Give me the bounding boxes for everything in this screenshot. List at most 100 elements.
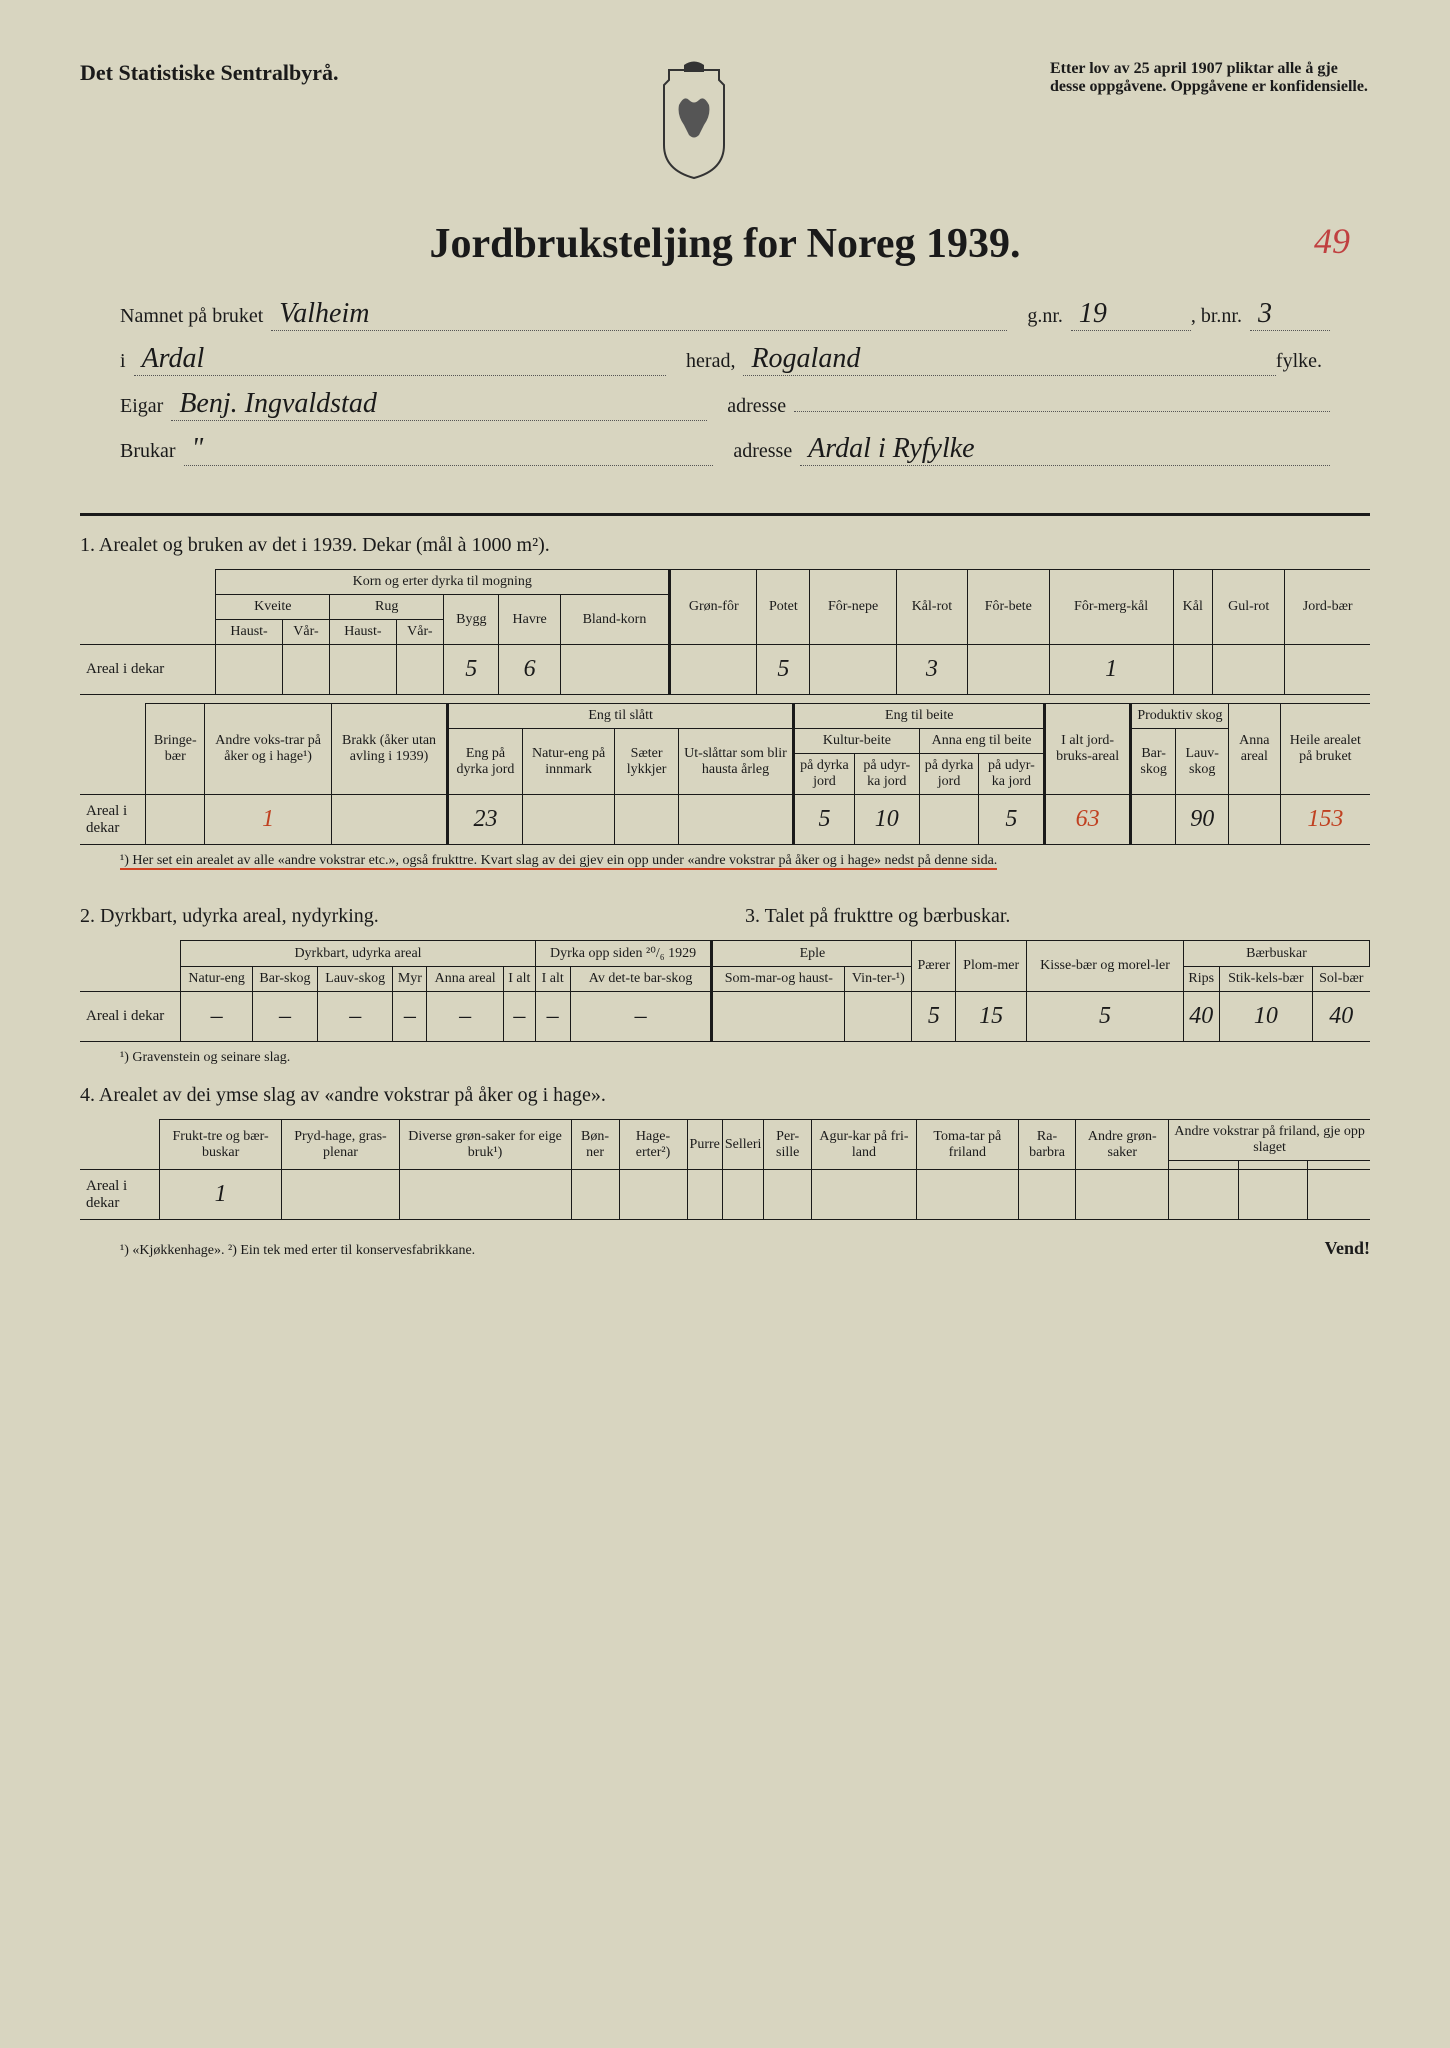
cell-s2-barskog: – — [252, 992, 317, 1042]
cell-andre-vok: 1 — [205, 795, 332, 845]
th-s2-barskog: Bar-skog — [252, 967, 317, 992]
th-andre-friland: Andre vokstrar på friland, gje opp slage… — [1169, 1120, 1370, 1161]
th-tomatar: Toma-tar på friland — [916, 1120, 1018, 1170]
th-heile: Heile arealet på bruket — [1280, 704, 1370, 795]
herad-value: Rogaland — [743, 343, 1275, 376]
th-var1: Vår- — [282, 620, 330, 645]
vend-text: Vend! — [1325, 1238, 1370, 1259]
th-eng-slatt: Eng til slått — [448, 704, 794, 729]
table-1b: Bringe-bær Andre voks-trar på åker og i … — [80, 703, 1370, 845]
th-potet: Potet — [757, 570, 810, 645]
cell-parer: 5 — [912, 992, 956, 1042]
cell-anna-udyrka: 5 — [979, 795, 1045, 845]
th-s2-ialt: I alt — [504, 967, 536, 992]
cell-stikkels: 10 — [1219, 992, 1313, 1042]
page-title: Jordbruksteljing for Noreg 1939. — [80, 220, 1370, 268]
cell-formergkal: 1 — [1049, 645, 1173, 695]
cell-s2-myr: – — [393, 992, 427, 1042]
th-lauvskog: Lauv-skog — [1176, 729, 1229, 795]
cell-bygg: 5 — [444, 645, 499, 695]
cell-s2-anna: – — [427, 992, 504, 1042]
law-text: Etter lov av 25 april 1907 pliktar alle … — [1050, 60, 1370, 96]
th-s2-lauvskog: Lauv-skog — [318, 967, 393, 992]
th-blandkorn: Bland-korn — [560, 595, 669, 645]
row-label-1b: Areal i dekar — [80, 795, 146, 845]
th-korn: Korn og erter dyrka til mogning — [216, 570, 670, 595]
eigar-value: Benj. Ingvaldstad — [171, 388, 707, 421]
cell-havre: 6 — [499, 645, 560, 695]
th-rabarbra: Ra-barbra — [1018, 1120, 1076, 1170]
th-s2-natureng: Natur-eng — [181, 967, 252, 992]
th-prydhage: Pryd-hage, gras-plenar — [282, 1120, 399, 1170]
bruket-label: Namnet på bruket — [120, 305, 263, 328]
row-label-1a: Areal i dekar — [80, 645, 216, 695]
th-sater: Sæter lykkjer — [615, 729, 679, 795]
row-label-4: Areal i dekar — [80, 1170, 159, 1220]
th-rug: Rug — [330, 595, 444, 620]
th-ialt-jord: I alt jord-bruks-areal — [1045, 704, 1131, 795]
footnote-1: ¹) Her set ein arealet av alle «andre vo… — [120, 853, 1370, 869]
cell-s2-lauvskog: – — [318, 992, 393, 1042]
th-solbar: Sol-bær — [1313, 967, 1370, 992]
th-bringebar: Bringe-bær — [146, 704, 205, 795]
form-fields: Namnet på bruket Valheim g.nr. 19 , br.n… — [80, 298, 1370, 498]
cell-s2-natureng: – — [181, 992, 252, 1042]
th-hageerter: Hage-erter²) — [619, 1120, 687, 1170]
herad-label: herad, — [686, 350, 735, 373]
table-row: Areal i dekar – – – – – – – – 5 15 5 40 … — [80, 992, 1370, 1042]
cell-s2-avdette: – — [570, 992, 712, 1042]
th-natureng: Natur-eng på innmark — [522, 729, 615, 795]
th-kisse: Kisse-bær og morel-ler — [1027, 941, 1184, 992]
page-number: 49 — [1314, 220, 1350, 262]
th-kalrot: Kål-rot — [896, 570, 967, 645]
row-label-23: Areal i dekar — [80, 992, 181, 1042]
th-havre: Havre — [499, 595, 560, 645]
eigar-adresse-label: adresse — [727, 395, 786, 418]
th-pa-dyrka2: på dyrka jord — [919, 754, 979, 795]
th-stikkels: Stik-kels-bær — [1219, 967, 1313, 992]
cell-rips: 40 — [1183, 992, 1219, 1042]
th-brakk: Brakk (åker utan avling i 1939) — [331, 704, 447, 795]
th-utslattar: Ut-slåttar som blir hausta årleg — [678, 729, 793, 795]
th-eng-beite: Eng til beite — [794, 704, 1045, 729]
footnote-4: ¹) «Kjøkkenhage». ²) Ein tek med erter t… — [120, 1243, 475, 1259]
th-vinter: Vin-ter-¹) — [845, 967, 912, 992]
coat-of-arms-icon — [649, 60, 739, 180]
brukar-value: " — [184, 433, 714, 466]
th-bonner: Bøn-ner — [571, 1120, 619, 1170]
th-andre-gron: Andre grøn-saker — [1076, 1120, 1169, 1170]
th-kal: Kål — [1173, 570, 1212, 645]
brukar-adresse-label: adresse — [733, 440, 792, 463]
cell-kisse: 5 — [1027, 992, 1184, 1042]
section2-title: 2. Dyrkbart, udyrka areal, nydyrking. — [80, 905, 705, 928]
th-andre-vokstrar: Andre voks-trar på åker og i hage¹) — [205, 704, 332, 795]
th-pa-dyrka1: på dyrka jord — [794, 754, 855, 795]
th-pa-udyrka1: på udyr-ka jord — [854, 754, 919, 795]
th-haust1: Haust- — [216, 620, 282, 645]
org-name: Det Statistiske Sentralbyrå. — [80, 60, 338, 86]
th-s2-avdette: Av det-te bar-skog — [570, 967, 712, 992]
brnr-label: , br.nr. — [1191, 305, 1242, 328]
cell-potet: 5 — [757, 645, 810, 695]
th-bygg: Bygg — [444, 595, 499, 645]
section4-title: 4. Arealet av dei ymse slag av «andre vo… — [80, 1084, 1370, 1107]
th-kveite: Kveite — [216, 595, 330, 620]
th-haust2: Haust- — [330, 620, 396, 645]
th-formergkal: Fôr-merg-kål — [1049, 570, 1173, 645]
th-s2-myr: Myr — [393, 967, 427, 992]
cell-solbar: 40 — [1313, 992, 1370, 1042]
th-anna-beite: Anna eng til beite — [919, 729, 1045, 754]
th-diverse: Diverse grøn-saker for eige bruk¹) — [399, 1120, 571, 1170]
i-value: Ardal — [134, 343, 666, 376]
th-jordbar: Jord-bær — [1285, 570, 1370, 645]
gnr-value: 19 — [1071, 298, 1191, 331]
th-fornepe: Fôr-nepe — [810, 570, 897, 645]
th-eple: Eple — [712, 941, 912, 967]
th-anna-areal: Anna areal — [1228, 704, 1280, 795]
th-var2: Vår- — [396, 620, 444, 645]
th-kulturbeite: Kultur-beite — [794, 729, 920, 754]
table-row: Areal i dekar 1 23 5 10 5 63 90 153 — [80, 795, 1370, 845]
th-dyrka-opp: Dyrka opp siden ²⁰/₆ 1929 — [535, 941, 712, 967]
table-23: Dyrkbart, udyrka areal Dyrka opp siden ²… — [80, 940, 1370, 1042]
cell-s2-ialt: – — [504, 992, 536, 1042]
